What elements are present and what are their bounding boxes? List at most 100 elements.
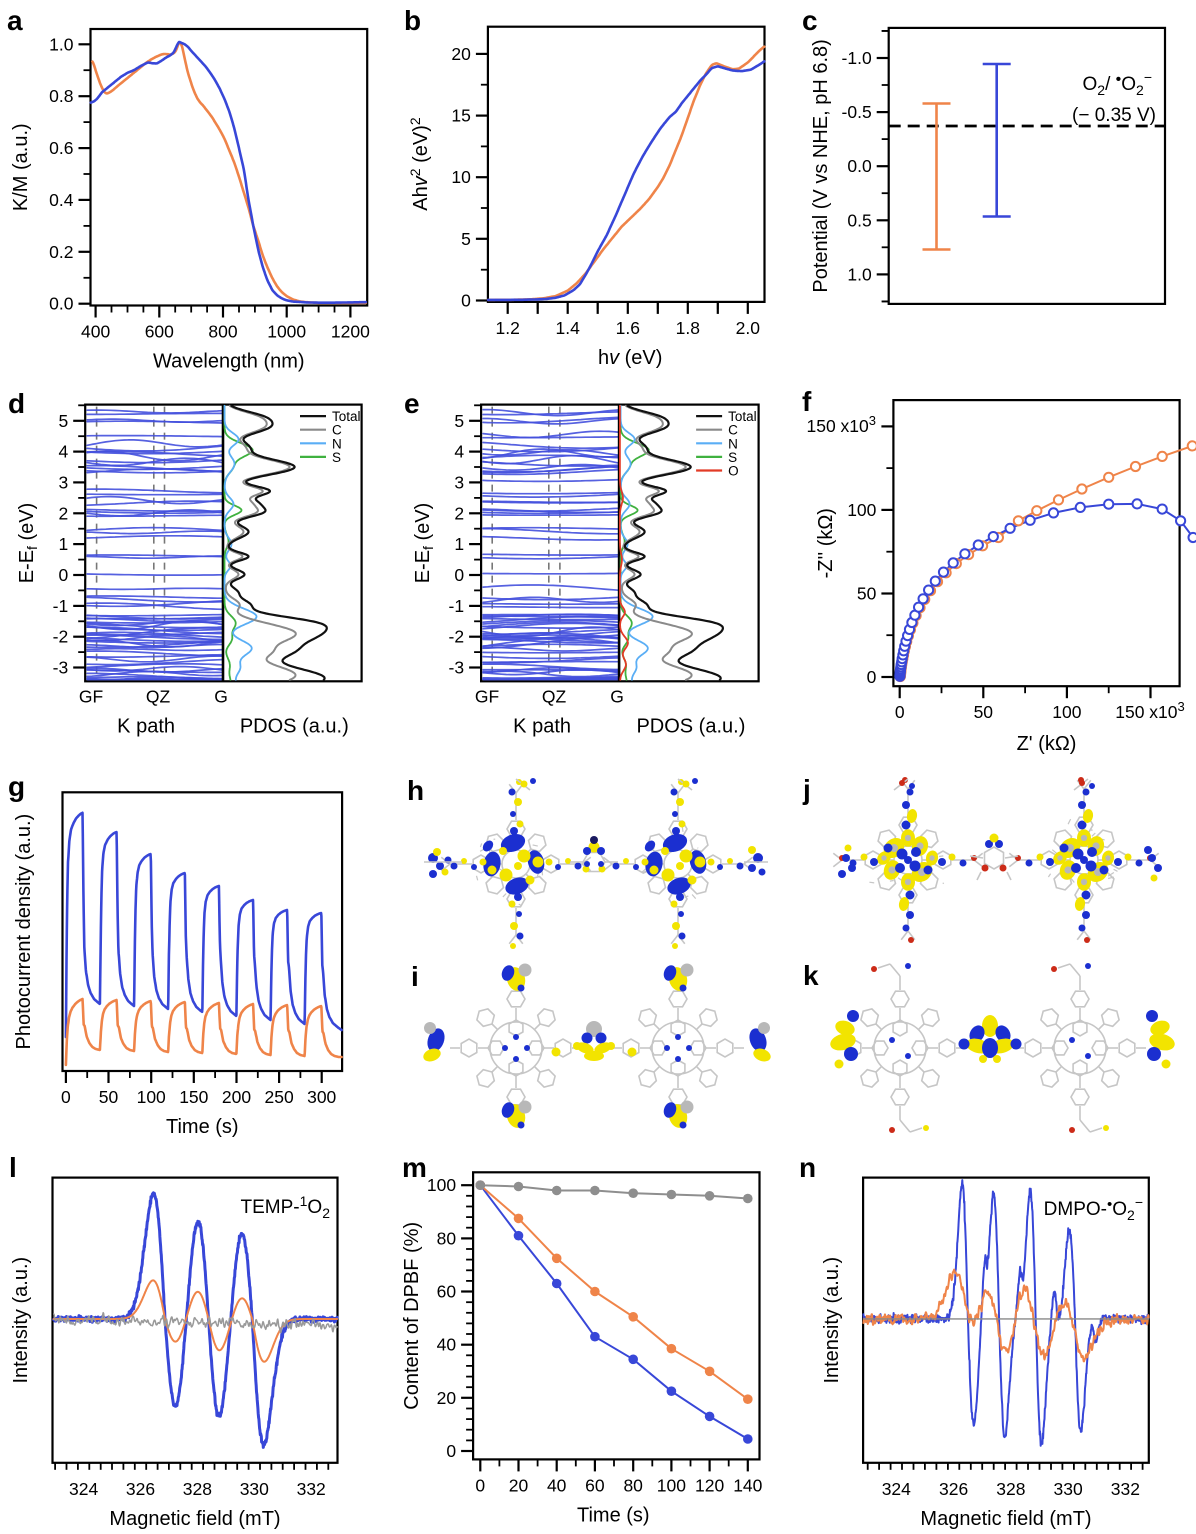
svg-text:TEMP-1O2: TEMP-1O2 [241,1193,331,1221]
svg-text:20: 20 [437,1388,457,1408]
svg-text:3: 3 [58,472,68,492]
svg-text:5: 5 [58,411,68,431]
svg-text:200: 200 [222,1087,251,1107]
svg-text:j: j [802,774,811,805]
svg-text:100: 100 [847,500,876,520]
svg-text:5: 5 [454,411,464,431]
svg-text:Z' (kΩ): Z' (kΩ) [1017,733,1077,755]
svg-text:-1.0: -1.0 [842,48,872,68]
svg-text:Potential (V vs NHE, pH 6.8): Potential (V vs NHE, pH 6.8) [810,39,832,292]
svg-text:c: c [802,5,818,36]
svg-text:0: 0 [895,702,905,722]
svg-text:600: 600 [145,322,174,342]
svg-text:PDOS (a.u.): PDOS (a.u.) [636,715,745,737]
svg-text:b: b [404,5,421,36]
svg-text:E-Ef (eV): E-Ef (eV) [16,503,40,584]
svg-text:20: 20 [451,44,471,64]
svg-text:-2: -2 [449,627,465,647]
svg-text:k: k [803,960,819,991]
svg-text:Magnetic field (mT): Magnetic field (mT) [109,1508,280,1530]
svg-text:Total: Total [728,409,757,424]
svg-text:150: 150 [179,1087,208,1107]
svg-text:PDOS (a.u.): PDOS (a.u.) [240,715,349,737]
svg-text:300: 300 [307,1087,336,1107]
svg-text:0.5: 0.5 [847,210,871,230]
svg-text:Intensity (a.u.): Intensity (a.u.) [10,1257,32,1384]
svg-text:-3: -3 [53,658,69,678]
svg-text:0: 0 [58,565,68,585]
svg-text:DMPO-•O2−: DMPO-•O2− [1044,1194,1143,1223]
svg-text:-1: -1 [449,596,465,616]
svg-text:326: 326 [939,1479,968,1499]
svg-text:1.4: 1.4 [556,318,581,338]
svg-text:0.6: 0.6 [49,138,73,158]
svg-text:G: G [214,686,228,706]
svg-text:G: G [610,686,624,706]
svg-text:150 x103: 150 x103 [1115,699,1185,722]
svg-text:0.0: 0.0 [49,294,74,314]
svg-text:3: 3 [454,472,464,492]
svg-text:1.2: 1.2 [496,318,520,338]
svg-text:Wavelength (nm): Wavelength (nm) [153,351,305,373]
svg-text:332: 332 [1111,1479,1140,1499]
svg-text:50: 50 [857,584,877,604]
svg-text:100: 100 [427,1175,456,1195]
svg-text:g: g [8,771,25,802]
svg-text:2.0: 2.0 [736,318,761,338]
svg-text:80: 80 [623,1475,643,1495]
svg-text:0.0: 0.0 [847,156,872,176]
svg-text:i: i [411,961,419,992]
svg-text:330: 330 [240,1479,269,1499]
svg-text:330: 330 [1053,1479,1082,1499]
svg-text:0: 0 [461,291,471,311]
svg-text:Ahv2 (eV)2: Ahv2 (eV)2 [407,117,432,211]
svg-text:1.8: 1.8 [676,318,700,338]
svg-text:h: h [407,775,424,806]
svg-text:0: 0 [475,1475,485,1495]
svg-text:N: N [332,436,342,451]
svg-text:QZ: QZ [146,686,171,706]
svg-text:N: N [728,436,738,451]
svg-text:80: 80 [437,1228,457,1248]
svg-text:1200: 1200 [331,322,370,342]
svg-text:n: n [799,1152,816,1183]
svg-text:1.0: 1.0 [49,34,74,54]
svg-text:Magnetic field (mT): Magnetic field (mT) [920,1508,1091,1530]
svg-text:Time (s): Time (s) [166,1116,239,1138]
svg-text:0.2: 0.2 [49,242,73,262]
svg-text:Total: Total [332,409,361,424]
svg-text:40: 40 [437,1335,457,1355]
svg-text:C: C [728,423,738,438]
svg-text:0: 0 [867,667,877,687]
svg-text:20: 20 [509,1475,529,1495]
svg-text:4: 4 [58,442,68,462]
svg-text:GF: GF [475,686,499,706]
svg-text:Time (s): Time (s) [577,1504,650,1526]
svg-text:10: 10 [451,167,471,187]
svg-text:d: d [8,388,25,419]
svg-text:50: 50 [99,1087,119,1107]
svg-text:K path: K path [117,715,175,737]
svg-text:60: 60 [437,1282,457,1302]
svg-text:O: O [728,464,739,479]
svg-text:QZ: QZ [542,686,567,706]
svg-text:hv (eV): hv (eV) [598,347,662,369]
svg-text:100: 100 [657,1475,686,1495]
svg-text:4: 4 [454,442,464,462]
svg-text:E-Ef (eV): E-Ef (eV) [412,503,436,584]
svg-text:140: 140 [733,1475,762,1495]
svg-text:-0.5: -0.5 [842,102,872,122]
svg-text:15: 15 [451,106,470,126]
svg-text:324: 324 [69,1479,98,1499]
svg-text:150 x103: 150 x103 [806,413,876,436]
svg-text:332: 332 [297,1479,326,1499]
svg-text:250: 250 [264,1087,293,1107]
svg-text:-3: -3 [449,658,465,678]
svg-text:1000: 1000 [267,322,306,342]
svg-text:(− 0.35 V): (− 0.35 V) [1072,105,1156,126]
svg-text:C: C [332,423,342,438]
svg-text:50: 50 [974,702,994,722]
svg-text:0.8: 0.8 [49,86,73,106]
svg-text:2: 2 [454,503,464,523]
svg-text:GF: GF [79,686,103,706]
